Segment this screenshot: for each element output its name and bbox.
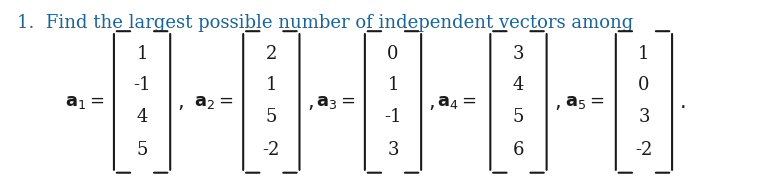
Text: 5: 5 (266, 108, 277, 126)
Text: 3: 3 (638, 108, 650, 126)
Text: -2: -2 (263, 141, 280, 159)
Text: $\mathbf{a}_{3} =$: $\mathbf{a}_{3} =$ (315, 93, 355, 111)
Text: -1: -1 (133, 76, 151, 94)
Text: ,: , (307, 92, 314, 112)
Text: 2: 2 (266, 45, 277, 63)
Text: .: . (680, 92, 686, 112)
Text: 1: 1 (638, 45, 650, 63)
Text: $\mathbf{a}_{5} =$: $\mathbf{a}_{5} =$ (565, 93, 604, 111)
Text: ,: , (178, 92, 184, 112)
Text: 1: 1 (387, 76, 399, 94)
Text: 0: 0 (387, 45, 399, 63)
Text: 3: 3 (513, 45, 524, 63)
Text: 3: 3 (387, 141, 399, 159)
Text: 1.  Find the largest possible number of independent vectors among: 1. Find the largest possible number of i… (16, 14, 633, 33)
Text: $\mathbf{a}_{2} =$: $\mathbf{a}_{2} =$ (194, 93, 234, 111)
Text: 4: 4 (513, 76, 524, 94)
Text: -2: -2 (635, 141, 652, 159)
Text: -1: -1 (384, 108, 401, 126)
Text: 1: 1 (136, 45, 148, 63)
Text: 6: 6 (513, 141, 524, 159)
Text: 5: 5 (136, 141, 147, 159)
Text: ,: , (554, 92, 561, 112)
Text: 0: 0 (638, 76, 650, 94)
Text: 1: 1 (266, 76, 277, 94)
Text: $\mathbf{a}_{1} =$: $\mathbf{a}_{1} =$ (64, 93, 104, 111)
Text: ,: , (429, 92, 435, 112)
Text: 5: 5 (513, 108, 524, 126)
Text: 4: 4 (136, 108, 147, 126)
Text: $\mathbf{a}_{4} =$: $\mathbf{a}_{4} =$ (437, 93, 477, 111)
